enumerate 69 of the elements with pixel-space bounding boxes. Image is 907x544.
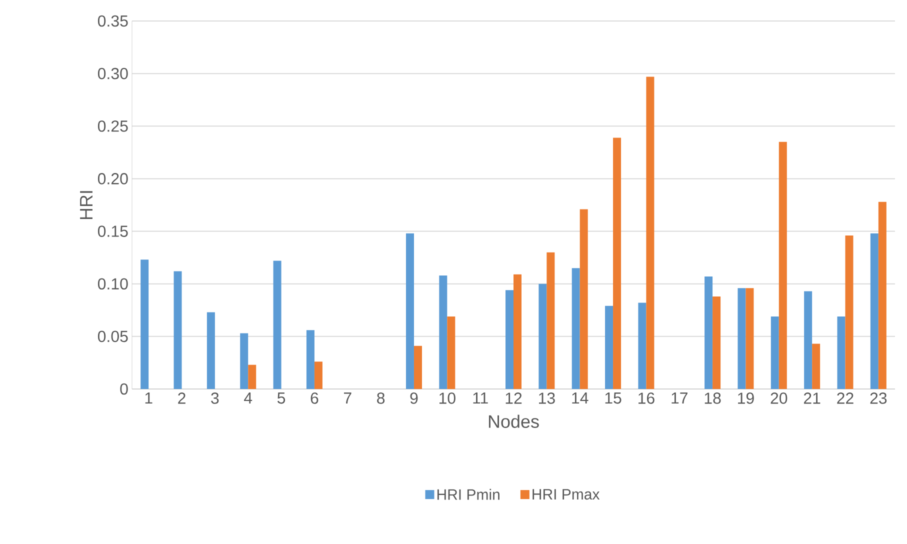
- x-tick-label: 14: [572, 392, 588, 404]
- bar: [572, 268, 580, 389]
- y-tick-label: 0.20: [98, 173, 128, 184]
- y-tick-label: 0.15: [98, 226, 128, 237]
- bar: [837, 316, 846, 389]
- bar: [804, 291, 812, 389]
- bar: [174, 271, 182, 389]
- x-tick-label: 1: [145, 392, 152, 404]
- bar: [447, 316, 456, 389]
- bar: [206, 312, 215, 389]
- y-tick-label: 0.25: [98, 120, 128, 132]
- bar: [605, 306, 614, 389]
- x-tick-label: 12: [506, 392, 522, 404]
- bar: [514, 274, 522, 389]
- y-tick-label: 0: [120, 383, 128, 395]
- y-tick-label: 0.35: [98, 15, 128, 27]
- y-axis-title: HRI: [80, 191, 92, 220]
- bar: [406, 233, 414, 389]
- y-tick-label: 0.05: [98, 330, 128, 342]
- x-tick-label: 15: [605, 392, 622, 404]
- bar: [778, 142, 787, 389]
- bar: [140, 260, 149, 389]
- y-tick-label: 0.10: [98, 278, 128, 290]
- x-tick-label: 18: [704, 392, 721, 404]
- bar: [704, 276, 713, 389]
- bar: [712, 296, 721, 389]
- bar: [870, 233, 878, 389]
- bar: [439, 275, 448, 389]
- x-axis-title: Nodes: [488, 414, 539, 428]
- bar: [306, 330, 314, 389]
- bar: [273, 260, 282, 389]
- x-tick-label: 20: [770, 392, 788, 404]
- x-tick-label: 6: [310, 392, 318, 404]
- x-tick-label: 19: [738, 392, 754, 404]
- bar: [770, 316, 779, 389]
- x-tick-label: 4: [244, 392, 252, 404]
- x-tick-label: 2: [178, 392, 186, 404]
- bar: [738, 288, 746, 389]
- x-tick-label: 3: [211, 392, 219, 404]
- x-tick-label: 11: [473, 392, 488, 404]
- bar: [613, 138, 622, 389]
- x-tick-label: 17: [672, 392, 688, 404]
- bar: [845, 235, 854, 389]
- x-tick-label: 8: [377, 392, 385, 404]
- x-tick-label: 5: [277, 392, 286, 404]
- x-tick-label: 16: [638, 392, 654, 404]
- x-tick-label: 7: [344, 392, 352, 404]
- bar: [314, 362, 322, 389]
- bar: [746, 288, 754, 389]
- y-tick-label: 0.30: [98, 68, 128, 80]
- x-tick-label: 13: [539, 392, 555, 404]
- bar: [414, 346, 422, 389]
- bar: [638, 302, 646, 389]
- bar: [580, 209, 588, 389]
- bar: [538, 284, 547, 389]
- legend-label: HRI Pmax: [532, 489, 600, 500]
- bar: [878, 202, 886, 389]
- bar: [248, 364, 256, 389]
- bar: [506, 290, 514, 389]
- x-tick-label: 23: [870, 392, 887, 404]
- x-tick-label: 9: [410, 392, 418, 404]
- bar: [646, 76, 654, 389]
- bar: [546, 252, 555, 389]
- legend-label: HRI Pmin: [437, 488, 500, 500]
- x-tick-label: 10: [439, 392, 456, 404]
- bar: [812, 344, 820, 389]
- x-tick-label: 21: [804, 392, 820, 404]
- x-tick-label: 22: [837, 392, 854, 404]
- bar: [240, 333, 248, 389]
